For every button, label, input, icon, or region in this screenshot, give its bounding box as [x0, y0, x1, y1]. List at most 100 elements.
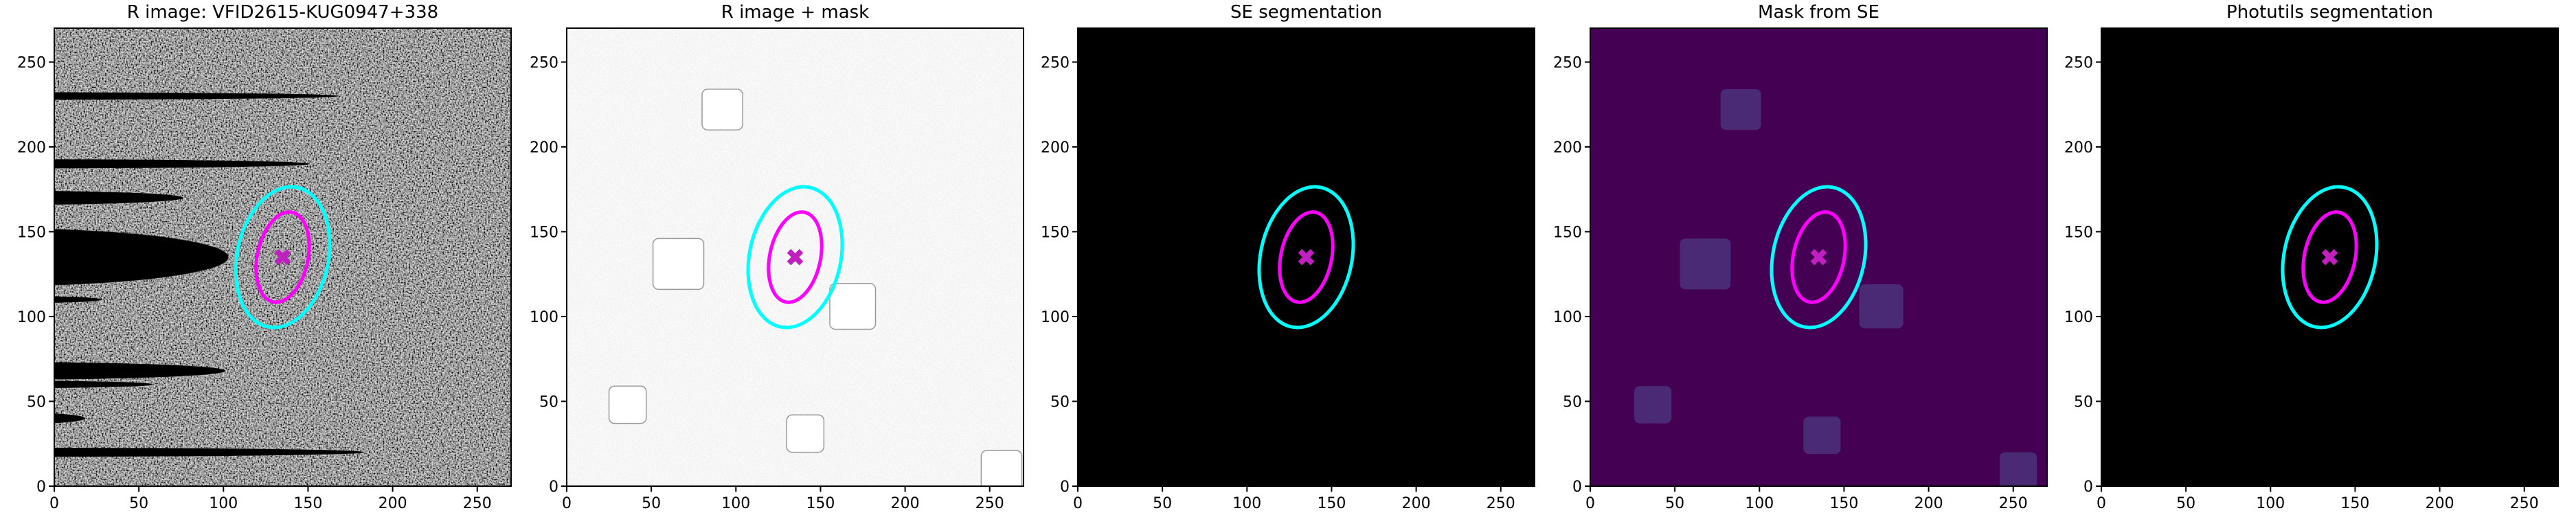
y-tick-label: 50: [539, 393, 558, 411]
x-tick-label: 0: [2097, 495, 2106, 512]
mask-region: [1720, 89, 1761, 130]
axes-frame: [54, 27, 512, 487]
panel-title: Mask from SE: [1758, 2, 1879, 23]
x-tick-label: 250: [463, 495, 492, 512]
axes-frame: [1077, 27, 1535, 487]
y-tick-label: 200: [1041, 139, 1070, 157]
image-panel: [567, 28, 1024, 486]
x-tick-label: 100: [2256, 495, 2285, 512]
y-tick-label: 200: [1553, 139, 1582, 157]
image-feature: [0, 157, 12, 161]
axes-frame: [566, 27, 1024, 487]
x-tick-label: 150: [806, 495, 835, 512]
x-tick-label: 250: [975, 495, 1004, 512]
y-tick-label: 0: [1572, 479, 1582, 496]
y-tick-label: 0: [549, 479, 558, 496]
panel-title: R image + mask: [721, 2, 870, 23]
x-tick-label: 50: [1665, 495, 1684, 512]
image-feature: [1257, 185, 1355, 330]
y-tick-label: 150: [1553, 224, 1582, 241]
mask-region: [980, 450, 1023, 486]
image-feature: [54, 191, 183, 205]
y-tick-label: 0: [1060, 479, 1070, 496]
y-tick-label: 100: [1041, 309, 1070, 326]
x-tick-label: 100: [1232, 495, 1261, 512]
mask-region: [786, 414, 825, 453]
x-tick-label: 100: [209, 495, 238, 512]
image-feature: [0, 242, 54, 246]
image-panel: [0, 28, 2558, 486]
x-tick-label: 150: [1829, 495, 1858, 512]
image-feature: [54, 380, 153, 388]
image-feature: [1278, 210, 1335, 304]
image-feature: [54, 413, 85, 424]
center-marker: [787, 249, 804, 266]
x-tick-label: 150: [2340, 495, 2369, 512]
x-tick-label: 50: [642, 495, 661, 512]
mask-region: [1859, 284, 1903, 329]
y-tick-label: 150: [2064, 224, 2093, 241]
center-marker: [274, 249, 291, 266]
x-tick-label: 100: [721, 495, 750, 512]
image-feature: [2281, 185, 2379, 330]
y-tick-label: 200: [17, 139, 46, 157]
mask-region: [608, 385, 647, 424]
x-tick-label: 0: [49, 495, 59, 512]
center-marker: [1810, 249, 1827, 266]
image-feature: [54, 362, 225, 380]
y-tick-label: 200: [2064, 139, 2093, 157]
image-feature: [746, 185, 844, 330]
y-tick-label: 100: [17, 309, 46, 326]
y-tick-label: 0: [36, 479, 46, 496]
y-tick-label: 200: [530, 139, 558, 157]
center-marker: [1298, 249, 1315, 266]
image-feature: [234, 185, 332, 330]
x-tick-label: 50: [129, 495, 148, 512]
image-feature: [54, 159, 310, 169]
axes-frame: [1590, 27, 2048, 487]
panel-title: SE segmentation: [1230, 2, 1382, 23]
image-feature: [1770, 185, 1868, 330]
panel-title: R image: VFID2615-KUG0947+338: [127, 2, 438, 23]
x-tick-label: 150: [293, 495, 322, 512]
x-tick-label: 250: [1487, 495, 1515, 512]
x-tick-label: 250: [2510, 495, 2539, 512]
y-tick-label: 100: [2064, 309, 2093, 326]
x-tick-label: 0: [1073, 495, 1083, 512]
mask-region: [1803, 416, 1841, 455]
y-tick-label: 150: [1041, 224, 1070, 241]
image-feature: [1790, 210, 1847, 304]
x-tick-label: 0: [562, 495, 572, 512]
y-tick-label: 50: [1050, 393, 1070, 411]
y-tick-label: 50: [2074, 393, 2093, 411]
center-marker: [2321, 249, 2338, 266]
x-tick-label: 200: [1402, 495, 1431, 512]
image-panel: [54, 28, 511, 486]
mask-region: [701, 89, 743, 130]
y-tick-label: 250: [17, 54, 46, 71]
image-feature: [254, 210, 311, 304]
image-feature: [2301, 210, 2358, 304]
image-panel: [0, 28, 1535, 486]
y-tick-label: 50: [1563, 393, 1582, 411]
image-feature: [767, 210, 824, 304]
y-tick-label: 250: [2064, 54, 2093, 71]
x-tick-label: 50: [2176, 495, 2195, 512]
image-panel: [1590, 28, 2047, 486]
image-feature: [54, 447, 364, 457]
x-tick-label: 0: [1585, 495, 1595, 512]
x-tick-label: 250: [1999, 495, 2028, 512]
y-tick-label: 250: [1553, 54, 1582, 71]
mask-region: [2000, 452, 2037, 486]
y-tick-label: 250: [530, 54, 558, 71]
x-tick-label: 200: [1914, 495, 1943, 512]
y-tick-label: 150: [530, 224, 558, 241]
x-tick-label: 200: [2426, 495, 2454, 512]
y-tick-label: 100: [1553, 309, 1582, 326]
x-tick-label: 200: [891, 495, 920, 512]
x-tick-label: 100: [1745, 495, 1774, 512]
y-tick-label: 150: [17, 224, 46, 241]
y-tick-label: 50: [27, 393, 46, 411]
mask-region: [1634, 386, 1672, 424]
